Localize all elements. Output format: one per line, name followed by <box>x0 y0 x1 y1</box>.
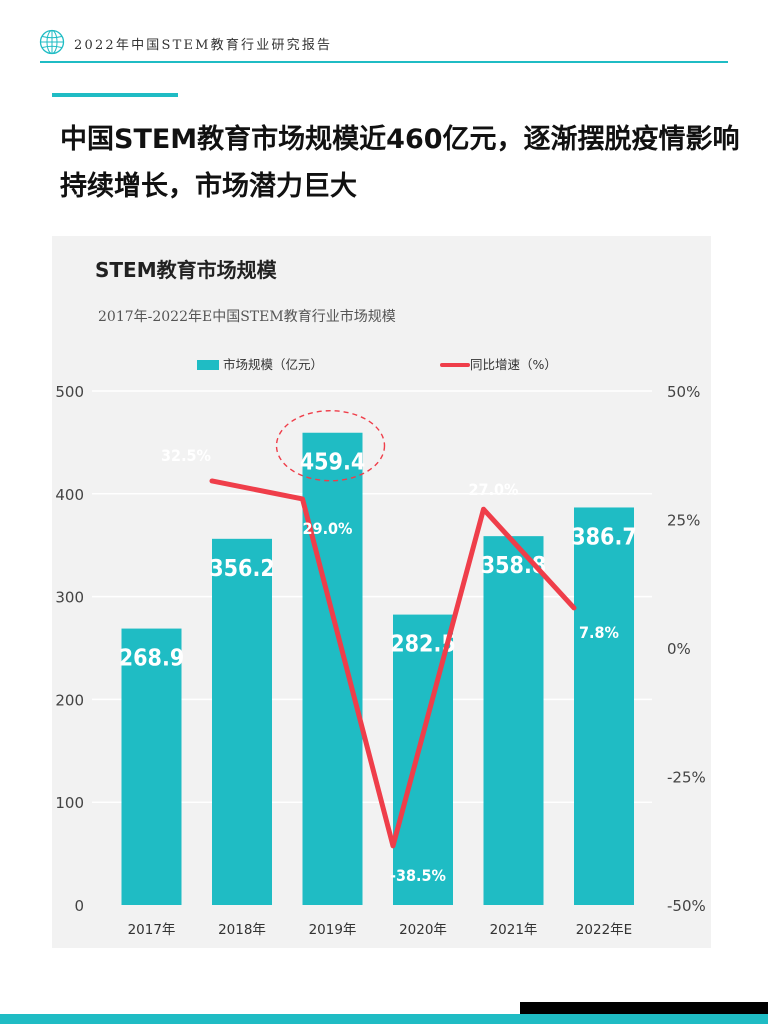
y-left-tick-label: 200 <box>55 691 84 709</box>
y-right-tick-label: -50% <box>667 897 706 915</box>
headline-accent-bar <box>52 93 178 97</box>
bar-value-label: 459.4 <box>300 450 365 476</box>
highlight-circle <box>275 410 386 482</box>
globe-icon <box>39 29 65 55</box>
growth-value-label: 32.5% <box>161 446 211 465</box>
bar <box>302 432 363 905</box>
footer-bar-teal <box>0 1014 768 1024</box>
x-tick-label: 2021年 <box>490 922 538 938</box>
y-left-tick-label: 100 <box>55 794 84 812</box>
y-right-tick-label: -25% <box>667 769 706 787</box>
report-title: 2022年中国STEM教育行业研究报告 <box>74 38 333 53</box>
x-tick-label: 2020年 <box>399 922 447 938</box>
legend-label-line: 同比增速（%） <box>470 357 557 372</box>
footer-bar-dark <box>520 1002 768 1014</box>
y-left-tick-label: 0 <box>74 897 84 915</box>
x-tick-label: 2019年 <box>309 922 357 938</box>
bar-value-label: 386.7 <box>571 524 636 550</box>
chart-title: STEM教育市场规模 <box>95 258 277 282</box>
growth-value-label: 27.0% <box>469 480 519 499</box>
bar-value-label: 356.2 <box>209 556 274 582</box>
x-tick-label: 2018年 <box>218 922 266 938</box>
chart-subtitle: 2017年-2022年E中国STEM教育行业市场规模 <box>98 309 396 325</box>
y-right-tick-label: 50% <box>667 383 700 401</box>
page-headline: 中国STEM教育市场规模近460亿元，逐渐摆脱疫情影响持续增长，市场潜力巨大 <box>60 124 740 202</box>
y-right-tick-label: 25% <box>667 512 700 530</box>
bar <box>483 536 544 905</box>
legend-label-bars: 市场规模（亿元） <box>223 357 323 372</box>
legend-swatch-bars <box>197 360 219 370</box>
bar <box>574 507 634 905</box>
y-left-tick-label: 400 <box>55 486 84 504</box>
growth-value-label: -38.5% <box>390 866 446 885</box>
y-left-tick-label: 500 <box>55 383 84 401</box>
x-tick-label: 2022年E <box>576 922 632 938</box>
y-left-tick-label: 300 <box>55 589 84 607</box>
x-tick-label: 2017年 <box>128 922 176 938</box>
growth-line <box>209 478 577 849</box>
growth-value-label: 29.0% <box>303 519 353 538</box>
bar <box>121 628 182 905</box>
bar <box>212 538 272 905</box>
header-divider <box>40 61 728 63</box>
y-right-tick-label: 0% <box>667 640 691 658</box>
bar-value-label: 268.9 <box>119 646 184 672</box>
growth-value-label: 7.8% <box>579 623 619 642</box>
